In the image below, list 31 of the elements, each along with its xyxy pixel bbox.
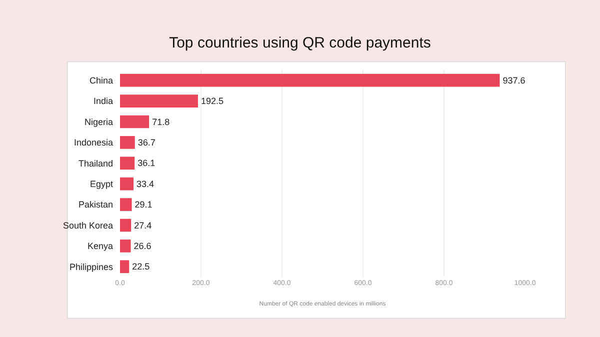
y-tick-label: Nigeria xyxy=(84,116,113,127)
bar xyxy=(120,115,150,128)
data-label: 26.6 xyxy=(134,240,152,251)
y-tick-label: Pakistan xyxy=(78,200,113,210)
y-tick-label: Indonesia xyxy=(74,138,113,148)
data-label: 36.7 xyxy=(138,137,156,148)
bar xyxy=(120,94,198,108)
y-tick-label: Thailand xyxy=(78,158,113,168)
y-tick-label: Philippines xyxy=(69,262,114,272)
data-label: 192.5 xyxy=(200,96,224,106)
bar xyxy=(120,260,130,274)
y-tick-label: Egypt xyxy=(90,179,114,189)
bar xyxy=(120,198,132,211)
data-label: 22.5 xyxy=(132,262,150,272)
data-label: 937.6 xyxy=(502,75,526,86)
y-tick-label: South Korea xyxy=(62,220,113,230)
data-label: 27.4 xyxy=(134,220,152,230)
chart-title: Top countries using QR code payments xyxy=(169,34,431,52)
data-label: 36.1 xyxy=(138,158,156,168)
bar xyxy=(120,218,132,232)
y-tick-label: India xyxy=(93,96,113,106)
data-label: 33.4 xyxy=(136,178,154,189)
bar xyxy=(120,74,500,87)
data-label: 71.8 xyxy=(152,116,170,127)
bar xyxy=(120,240,131,252)
bar xyxy=(120,156,135,170)
y-tick-label: China xyxy=(89,76,113,86)
bar xyxy=(120,177,134,190)
y-tick-label: Kenya xyxy=(87,241,113,252)
data-label: 29.1 xyxy=(134,200,152,210)
bar xyxy=(120,136,135,149)
